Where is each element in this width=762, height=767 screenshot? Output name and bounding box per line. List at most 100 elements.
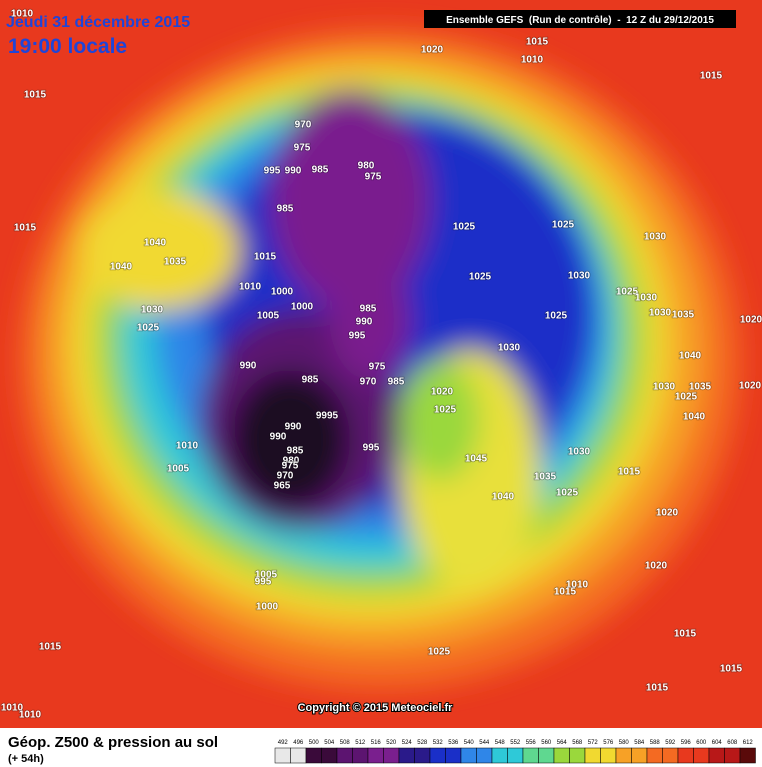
isobar-label: 990 bbox=[240, 361, 257, 372]
isobar-label: 1010 bbox=[521, 55, 544, 66]
scale-swatch bbox=[367, 747, 384, 764]
copyright: Copyright © 2015 Meteociel.fr bbox=[298, 702, 454, 714]
isobar-label: 1025 bbox=[469, 272, 492, 283]
isobar-label: 1035 bbox=[164, 257, 187, 268]
scale-label: 528 bbox=[417, 740, 428, 746]
isobar-label: 1015 bbox=[720, 664, 743, 675]
scale-label: 560 bbox=[541, 740, 552, 746]
scale-label: 508 bbox=[340, 740, 351, 746]
scale-swatch bbox=[584, 747, 601, 764]
scale-label: 572 bbox=[588, 740, 599, 746]
isobar-label: 1030 bbox=[141, 305, 164, 316]
isobar-label: 1005 bbox=[257, 311, 280, 322]
scale-label: 612 bbox=[743, 740, 754, 746]
scale-label: 548 bbox=[495, 740, 506, 746]
scale-label: 516 bbox=[371, 740, 382, 746]
scale-swatch bbox=[290, 747, 307, 764]
scale-label: 520 bbox=[386, 740, 397, 746]
scale-swatch bbox=[646, 747, 663, 764]
scale-swatch bbox=[383, 747, 400, 764]
isobar-label: 1015 bbox=[14, 223, 37, 234]
isobar-label: 975 bbox=[369, 362, 386, 373]
isobar-label: 990 bbox=[270, 432, 287, 443]
scale-label: 540 bbox=[464, 740, 475, 746]
isobar-label: 1010 bbox=[566, 580, 589, 591]
isobar-label: 1015 bbox=[700, 71, 723, 82]
scale-label: 564 bbox=[557, 740, 568, 746]
scale-label: 604 bbox=[712, 740, 723, 746]
scale-swatch bbox=[522, 747, 539, 764]
isobar-label: 1025 bbox=[616, 287, 639, 298]
isobar-label: 1025 bbox=[137, 323, 160, 334]
scale-swatch bbox=[445, 747, 462, 764]
scale-label: 492 bbox=[278, 740, 289, 746]
isobar-label: 1015 bbox=[554, 587, 577, 598]
scale-label: 596 bbox=[681, 740, 692, 746]
isobar-label: 990 bbox=[285, 422, 302, 433]
scale-swatch bbox=[460, 747, 477, 764]
scale-label: 576 bbox=[603, 740, 614, 746]
isobar-label: 1025 bbox=[453, 222, 476, 233]
scale-label: 536 bbox=[448, 740, 459, 746]
scale-label: 568 bbox=[572, 740, 583, 746]
scale-label: 532 bbox=[433, 740, 444, 746]
isobar-label: 1030 bbox=[568, 271, 591, 282]
isobar-label: 990 bbox=[356, 317, 373, 328]
isobar-label: 1015 bbox=[24, 90, 47, 101]
isobar-label: 1020 bbox=[421, 45, 444, 56]
isobar-label: 1010 bbox=[176, 441, 199, 452]
isobar-label: 990 bbox=[285, 166, 302, 177]
scale-label: 588 bbox=[650, 740, 661, 746]
isobar-label: 980 bbox=[358, 161, 375, 172]
scale-swatch bbox=[708, 747, 725, 764]
isobar-label: 995 bbox=[363, 443, 380, 454]
isobar-label: 1040 bbox=[679, 351, 702, 362]
scale-swatch bbox=[305, 747, 322, 764]
scale-swatch bbox=[336, 747, 353, 764]
isobar-label: 1030 bbox=[498, 343, 521, 354]
scale-label: 600 bbox=[696, 740, 707, 746]
scale-swatch bbox=[724, 747, 741, 764]
scale-label: 580 bbox=[619, 740, 630, 746]
isobar-label: 985 bbox=[312, 165, 329, 176]
isobar-label: 1020 bbox=[645, 561, 668, 572]
isobar-label: 985 bbox=[287, 446, 304, 457]
isobar-label: 1005 bbox=[167, 464, 190, 475]
isobar-label: 1025 bbox=[556, 488, 579, 499]
scale-swatch bbox=[739, 747, 756, 764]
isobar-label: 1025 bbox=[545, 311, 568, 322]
scale-label: 496 bbox=[293, 740, 304, 746]
run-info: Ensemble GEFS (Run de contrôle) - 12 Z d… bbox=[446, 15, 714, 26]
isobar-label: 9995 bbox=[316, 411, 339, 422]
isobar-label: 1000 bbox=[271, 287, 294, 298]
isobar-label: 1035 bbox=[689, 382, 712, 393]
isobar-label: 995 bbox=[349, 331, 366, 342]
time: 19:00 locale bbox=[8, 35, 127, 58]
map-field bbox=[0, 0, 762, 728]
scale-label: 608 bbox=[727, 740, 738, 746]
scale-swatch bbox=[677, 747, 694, 764]
scale-label: 556 bbox=[526, 740, 537, 746]
isobar-label: 1030 bbox=[568, 447, 591, 458]
isobar-label: 1030 bbox=[644, 232, 667, 243]
scale-swatch bbox=[600, 747, 617, 764]
isobar-label: 1015 bbox=[39, 642, 62, 653]
scale-label: 500 bbox=[309, 740, 320, 746]
isobar-label: 1005 bbox=[255, 570, 278, 581]
footer-title: Géop. Z500 & pression au sol bbox=[8, 734, 218, 751]
isobar-label: 1030 bbox=[635, 293, 658, 304]
isobar-label: 1015 bbox=[254, 252, 277, 263]
isobar-label: 1010 bbox=[11, 9, 34, 20]
isobar-label: 1020 bbox=[656, 508, 679, 519]
isobar-label: 1010 bbox=[1, 703, 24, 714]
isobar-label: 995 bbox=[264, 166, 281, 177]
scale-swatch bbox=[398, 747, 415, 764]
isobar-label: 1035 bbox=[672, 310, 695, 321]
scale-swatch bbox=[507, 747, 524, 764]
scale-swatch bbox=[476, 747, 493, 764]
isobar-label: 1000 bbox=[256, 602, 279, 613]
isobar-label: 975 bbox=[365, 172, 382, 183]
date: Jeudi 31 décembre 2015 bbox=[6, 14, 190, 31]
scale-label: 584 bbox=[634, 740, 645, 746]
isobar-label: 965 bbox=[274, 481, 291, 492]
